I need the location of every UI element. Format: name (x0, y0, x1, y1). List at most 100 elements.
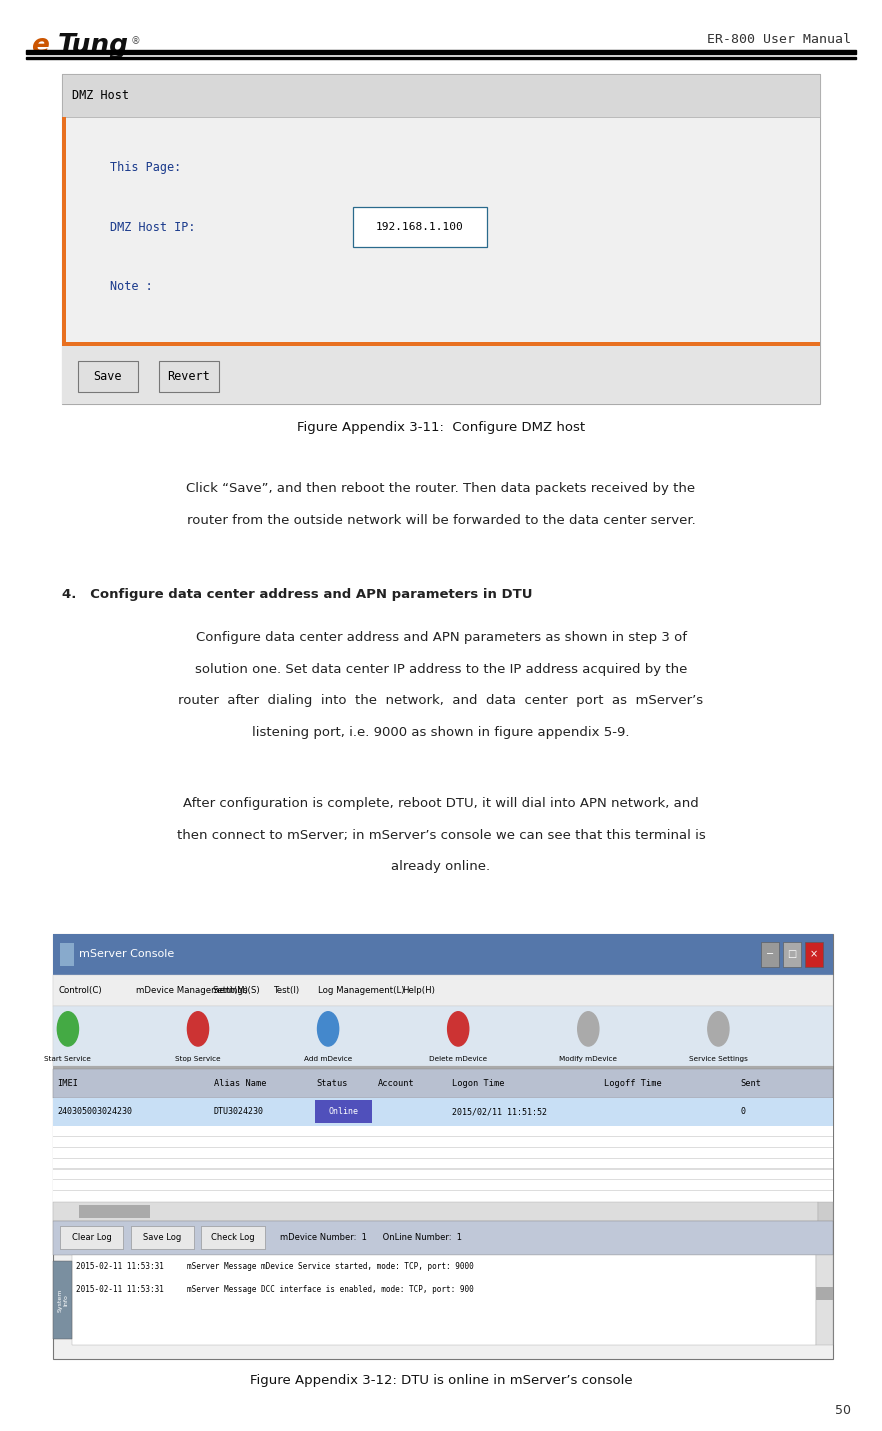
Text: DMZ Host IP:: DMZ Host IP: (110, 220, 196, 233)
Text: System
Info: System Info (57, 1288, 68, 1312)
Bar (53, 1069, 833, 1098)
Text: router from the outside network will be forwarded to the data center server.: router from the outside network will be … (187, 514, 695, 527)
Bar (53, 934, 833, 975)
Bar (159, 361, 219, 392)
Bar (26, 50, 856, 53)
Circle shape (707, 1012, 729, 1046)
Text: 192.168.1.100: 192.168.1.100 (376, 222, 464, 232)
Text: mDevice Management(M): mDevice Management(M) (136, 986, 248, 995)
Text: Note :: Note : (110, 280, 153, 293)
Text: 0: 0 (740, 1108, 745, 1116)
Text: Help(H): Help(H) (402, 986, 435, 995)
Bar (53, 1098, 833, 1126)
Text: This Page:: This Page: (110, 162, 182, 175)
Text: Account: Account (377, 1079, 415, 1088)
Circle shape (578, 1012, 599, 1046)
Bar (60, 943, 74, 966)
Text: Figure Appendix 3-11:  Configure DMZ host: Figure Appendix 3-11: Configure DMZ host (297, 421, 585, 434)
Text: listening port, i.e. 9000 as shown in figure appendix 5-9.: listening port, i.e. 9000 as shown in fi… (252, 726, 630, 738)
Text: Alias Name: Alias Name (213, 1079, 266, 1088)
Text: mDevice Number:  1      OnLine Number:  1: mDevice Number: 1 OnLine Number: 1 (280, 1234, 462, 1242)
Text: Revert: Revert (168, 369, 210, 384)
Bar (62, 117, 820, 346)
Text: Save: Save (93, 369, 122, 384)
Bar (53, 1261, 72, 1339)
Text: Add mDevice: Add mDevice (304, 1056, 352, 1062)
Bar (62, 117, 66, 346)
Text: Clear Log: Clear Log (71, 1234, 112, 1242)
Text: IMEI: IMEI (57, 1079, 78, 1088)
Text: Status: Status (317, 1079, 348, 1088)
Text: then connect to mServer; in mServer’s console we can see that this terminal is: then connect to mServer; in mServer’s co… (176, 829, 706, 841)
Text: Test(I): Test(I) (274, 986, 301, 995)
Text: ®: ® (131, 36, 140, 46)
Text: Delete mDevice: Delete mDevice (430, 1056, 487, 1062)
Text: Settings(S): Settings(S) (213, 986, 260, 995)
Bar (131, 1226, 194, 1249)
Bar (805, 942, 823, 967)
Bar (53, 975, 833, 1006)
Bar (53, 1126, 833, 1202)
Text: Logoff Time: Logoff Time (604, 1079, 662, 1088)
Text: After configuration is complete, reboot DTU, it will dial into APN network, and: After configuration is complete, reboot … (183, 797, 699, 810)
Circle shape (447, 1012, 469, 1046)
Bar (201, 1226, 265, 1249)
Text: Control(C): Control(C) (58, 986, 101, 995)
Bar (62, 74, 820, 404)
Text: 2015-02-11 11:53:31     mServer Message mDevice Service started, mode: TCP, port: 2015-02-11 11:53:31 mServer Message mDev… (76, 1262, 474, 1271)
Text: 240305003024230: 240305003024230 (57, 1108, 132, 1116)
Bar (53, 1221, 833, 1255)
Text: Configure data center address and APN parameters as shown in step 3 of: Configure data center address and APN pa… (196, 631, 686, 644)
Text: Modify mDevice: Modify mDevice (559, 1056, 617, 1062)
Text: e: e (31, 33, 49, 59)
Bar (79, 1205, 150, 1218)
Text: 4.   Configure data center address and APN parameters in DTU: 4. Configure data center address and APN… (62, 588, 532, 601)
Bar (72, 1255, 816, 1345)
Circle shape (318, 1012, 339, 1046)
Bar (53, 1202, 818, 1221)
Text: DMZ Host: DMZ Host (72, 89, 130, 103)
Text: Tung: Tung (57, 33, 128, 59)
Text: □: □ (788, 950, 796, 959)
Text: Log Management(L): Log Management(L) (318, 986, 405, 995)
Text: Save Log: Save Log (143, 1234, 182, 1242)
Text: 2015/02/11 11:51:52: 2015/02/11 11:51:52 (452, 1108, 547, 1116)
Text: −: − (766, 950, 774, 959)
Text: Online: Online (328, 1108, 358, 1116)
Bar (818, 1202, 833, 1221)
Bar (26, 57, 856, 60)
Text: Stop Service: Stop Service (176, 1056, 220, 1062)
Bar (761, 942, 779, 967)
Text: Click “Save”, and then reboot the router. Then data packets received by the: Click “Save”, and then reboot the router… (186, 482, 696, 495)
Text: solution one. Set data center IP address to the IP address acquired by the: solution one. Set data center IP address… (195, 663, 687, 675)
Bar (62, 346, 820, 404)
Circle shape (187, 1012, 209, 1046)
Text: ×: × (810, 950, 818, 959)
Text: Service Settings: Service Settings (689, 1056, 748, 1062)
Text: 2015-02-11 11:53:31     mServer Message DCC interface is enabled, mode: TCP, por: 2015-02-11 11:53:31 mServer Message DCC … (76, 1285, 474, 1294)
Text: mServer Console: mServer Console (79, 950, 175, 959)
Bar (60, 1226, 123, 1249)
Bar (53, 934, 833, 1359)
Bar (78, 361, 138, 392)
Bar (783, 942, 801, 967)
Bar (62, 342, 820, 346)
Text: Check Log: Check Log (211, 1234, 255, 1242)
Bar (353, 207, 487, 248)
Text: Start Service: Start Service (44, 1056, 92, 1062)
Bar (53, 1066, 833, 1069)
Bar (315, 1100, 372, 1123)
Circle shape (57, 1012, 78, 1046)
Text: Sent: Sent (741, 1079, 761, 1088)
Text: DTU3024230: DTU3024230 (213, 1108, 264, 1116)
Text: Logon Time: Logon Time (452, 1079, 505, 1088)
Bar (62, 74, 820, 117)
Text: router  after  dialing  into  the  network,  and  data  center  port  as  mServe: router after dialing into the network, a… (178, 694, 704, 707)
Text: ER-800 User Manual: ER-800 User Manual (707, 33, 851, 46)
Bar (53, 1006, 833, 1066)
Text: Figure Appendix 3-12: DTU is online in mServer’s console: Figure Appendix 3-12: DTU is online in m… (250, 1374, 632, 1387)
Text: already online.: already online. (392, 860, 490, 873)
Bar (816, 1286, 833, 1299)
Bar (816, 1255, 833, 1345)
Text: 50: 50 (835, 1404, 851, 1417)
